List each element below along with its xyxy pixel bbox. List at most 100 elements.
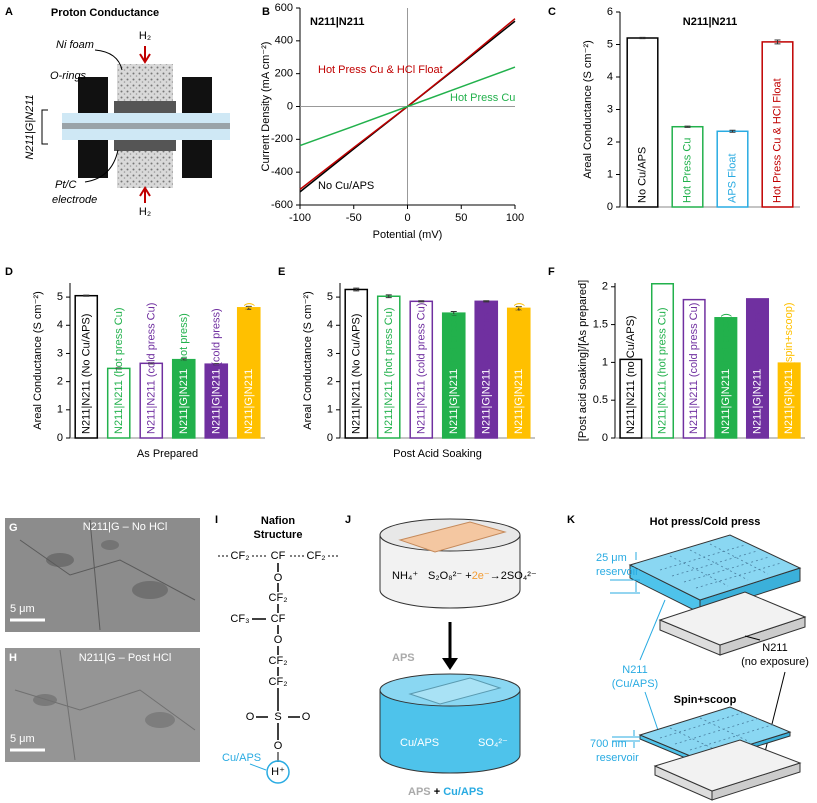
y-tick-label: -200 <box>271 133 293 145</box>
bar-label-part: N211|N211 <box>350 380 362 434</box>
bar-label: N211|N211 (cold press Cu) <box>415 303 427 434</box>
bar-label-part: (hot press) <box>720 313 732 366</box>
bar <box>671 125 704 208</box>
electrode <box>114 140 176 151</box>
y-tick-label: 0 <box>602 432 608 444</box>
callout: (no exposure) <box>741 656 809 668</box>
bar-label: N211|N211 (hot press Cu) <box>656 307 668 434</box>
bar-label: APS Float <box>726 153 738 203</box>
error-bar <box>353 287 360 292</box>
patch <box>33 694 57 706</box>
bar <box>761 41 794 208</box>
y-axis-label: [Post acid soaking]/[As prepared] <box>577 280 589 441</box>
reactant: S₂O₈²⁻ + <box>428 570 472 582</box>
chart-title: N211|N211 <box>310 16 364 28</box>
bar-label: Hot Press Cu <box>681 138 693 203</box>
micrograph <box>5 648 200 762</box>
error-bar <box>418 300 425 303</box>
title-line: Structure <box>254 529 303 541</box>
error-bar <box>729 129 736 133</box>
bar-label-part: N211|G|N211 <box>210 369 222 434</box>
series-line <box>299 66 516 147</box>
bar-label: N211|G|N211 (hot press) <box>448 313 460 434</box>
x-axis-label: Potential (mV) <box>373 229 443 241</box>
atom: CF₃ <box>230 613 249 625</box>
arrow <box>139 186 151 203</box>
panel-title: Hot press/Cold press <box>650 516 761 528</box>
species: NH₄⁺ <box>392 570 418 582</box>
arrow <box>139 46 151 64</box>
bar-label: N211|G|N211 (cold press) <box>480 308 492 434</box>
bar-label: N211|G|N211 (cold press) <box>751 308 763 434</box>
bar-label-part: N211|G|N211 <box>720 369 732 434</box>
bar-label: N211|G|N211 (spin+scoop) <box>513 302 525 434</box>
panel-label: H <box>9 652 17 664</box>
bar-label: N211|N211 (cold press Cu) <box>145 303 157 434</box>
electrode <box>114 101 176 113</box>
bar-label: N211|G|N211 (cold press) <box>210 308 222 434</box>
crack <box>19 519 196 631</box>
series-label: No Cu/APS <box>318 180 374 192</box>
bar-label-part: N211|N211 <box>625 380 637 434</box>
bar-label-part: (hot press Cu) <box>113 307 125 377</box>
bar-label-part: (cold press) <box>751 308 763 365</box>
dimension <box>612 730 640 748</box>
x-tick-label: 0 <box>404 212 410 224</box>
pointer <box>639 599 666 737</box>
y-tick-label: 3 <box>327 347 333 359</box>
bar-label-part: (spin+scoop) <box>243 302 255 365</box>
bar-label-part: (No Cu/APS) <box>80 314 92 378</box>
bar-label-part: N211|N211 <box>80 380 92 434</box>
bar-label: N211|G|N211 (hot press) <box>178 313 190 434</box>
bar-label: N211|N211 (No Cu/APS) <box>350 314 362 434</box>
dimension <box>610 552 640 594</box>
bar-label: N211|G|N211 (spin+scoop) <box>783 302 795 434</box>
panel-label: D <box>5 266 13 278</box>
y-tick-label: 6 <box>607 6 613 18</box>
bar-label-part: N211|G|N211 <box>448 369 460 434</box>
bond <box>256 563 300 740</box>
error-bar <box>245 305 252 310</box>
y-tick-label: 2 <box>327 376 333 388</box>
callout: N211|G|N211 <box>24 94 36 159</box>
bar-label-part: N211|N211 <box>656 380 668 434</box>
y-tick-label: 0.5 <box>593 394 608 406</box>
patch <box>101 540 119 550</box>
bar-label: N211|G|N211 (hot press) <box>720 313 732 434</box>
series-label: Hot Press Cu <box>450 92 515 104</box>
x-tick-label: -100 <box>289 212 311 224</box>
bar-label-part: N211|G|N211 <box>783 369 795 434</box>
panel-label: I <box>215 514 218 526</box>
bar <box>650 283 675 439</box>
y-axis-label: Areal Conductance (S cm⁻²) <box>582 40 594 178</box>
bar-label-part: (cold press Cu) <box>145 303 157 378</box>
block <box>182 140 212 178</box>
bar-label-part: (hot press Cu) <box>383 307 395 377</box>
atom: CF₂ <box>269 655 288 667</box>
error-bar <box>180 358 187 361</box>
panel-label: A <box>5 6 13 18</box>
panel-k: K Hot press/Cold press 25 μm reservoir N… <box>567 514 809 801</box>
callout: Pt/C <box>55 179 76 191</box>
x-tick-label: 50 <box>455 212 467 224</box>
y-tick-label: -400 <box>271 166 293 178</box>
ion-label: Cu/APS <box>222 752 261 764</box>
gas-label: H₂ <box>139 206 151 218</box>
atom: CF₂ <box>307 550 326 562</box>
species: SO₄²⁻ <box>478 737 508 749</box>
electrons: 2e⁻ <box>472 570 490 582</box>
y-axis-label: Areal Conductance (S cm⁻²) <box>32 291 44 429</box>
image-label: N211|G – Post HCl <box>79 652 172 664</box>
pointer <box>249 763 267 771</box>
y-tick-label: 0 <box>287 100 293 112</box>
graphene-layer <box>62 123 230 129</box>
bar-label-part: (hot press) <box>178 313 190 366</box>
x-axis-label: As Prepared <box>137 448 198 460</box>
bar-label-part: (cold press Cu) <box>415 303 427 378</box>
error-bar <box>83 294 90 297</box>
pointer <box>84 149 119 183</box>
panel-label: F <box>548 266 555 278</box>
panel-a: A Proton Conductance H₂ H₂ Ni foam O-rin… <box>5 6 230 218</box>
panel-label: E <box>278 266 285 278</box>
